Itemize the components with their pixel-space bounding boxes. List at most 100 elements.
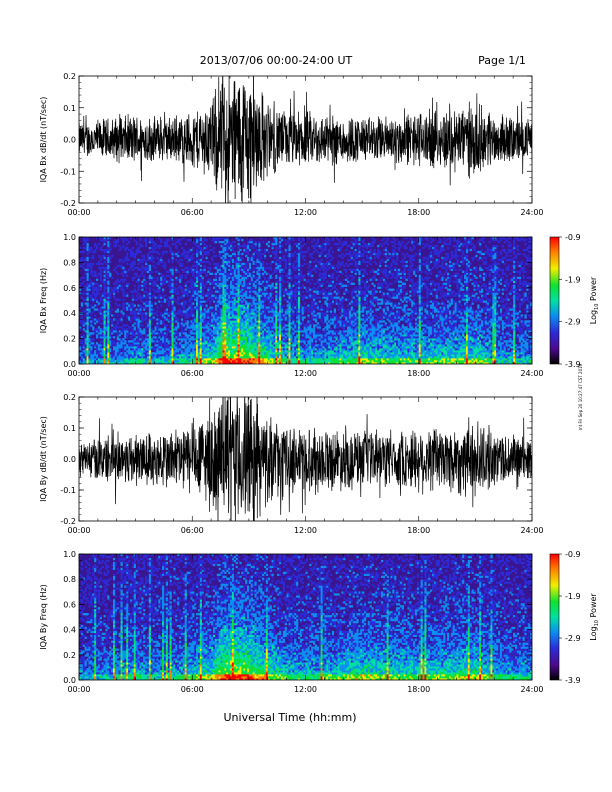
spectro-cell: [118, 330, 121, 333]
spectro-cell: [186, 324, 189, 327]
spectro-cell: [294, 242, 297, 246]
spectro-cell: [109, 360, 112, 363]
spectro-cell: [203, 340, 206, 343]
spectro-cell: [175, 362, 178, 364]
spectro-cell: [239, 316, 242, 319]
spectro-cell: [220, 316, 223, 319]
spectro-cell: [167, 280, 170, 283]
spectro-cell: [112, 354, 116, 357]
spectro-cell: [303, 324, 306, 327]
spectro-cell: [231, 350, 235, 353]
spectro-cell: [148, 320, 152, 323]
spectro-cell: [288, 264, 291, 268]
spectro-cell: [162, 328, 165, 331]
spectro-cell: [137, 248, 140, 252]
spectro-cell: [92, 318, 95, 321]
spectro-cell: [220, 296, 223, 299]
spectro-cell: [239, 346, 242, 349]
spectro-cell: [296, 276, 299, 279]
spectro-cell: [124, 324, 127, 327]
spectro-cell: [222, 320, 225, 323]
spectro-cell: [279, 294, 282, 297]
spectro-cell: [116, 342, 119, 345]
spectro-cell: [126, 262, 129, 266]
spectro-cell: [186, 348, 189, 351]
spectro-cell: [203, 348, 206, 351]
spectro-cell: [260, 328, 263, 331]
spectro-cell: [99, 266, 102, 270]
spectro-cell: [296, 350, 299, 353]
spectro-cell: [141, 316, 144, 319]
spectro-cell: [243, 362, 246, 364]
spectro-cell: [190, 362, 193, 364]
spectro-cell: [288, 316, 291, 319]
spectro-cell: [135, 250, 138, 254]
spectro-cell: [288, 308, 291, 311]
spectro-cell: [99, 296, 102, 299]
spectro-cell: [150, 250, 153, 254]
spectro-cell: [201, 300, 204, 303]
spectro-cell: [194, 346, 197, 349]
spectro-cell: [301, 306, 304, 309]
spectro-cell: [88, 350, 91, 353]
spectro-cell: [222, 254, 225, 258]
spectro-cell: [139, 320, 142, 323]
spectro-cell: [167, 352, 170, 355]
spectro-cell: [258, 324, 261, 327]
spectro-cell: [128, 332, 131, 335]
spectro-cell: [230, 266, 233, 270]
spectro-cell: [262, 332, 265, 335]
spectro-cell: [297, 320, 301, 323]
spectro-cell: [167, 346, 170, 349]
spectro-cell: [214, 336, 218, 339]
spectro-cell: [196, 358, 199, 361]
spectro-cell: [99, 286, 102, 289]
spectro-cell: [214, 358, 218, 361]
spectro-cell: [279, 322, 282, 325]
spectro-cell: [211, 290, 214, 293]
spectro-cell: [248, 328, 252, 331]
spectro-cell: [116, 264, 119, 268]
spectro-cell: [250, 310, 253, 313]
spectro-cell: [186, 252, 189, 256]
spectro-cell: [103, 254, 106, 258]
spectro-cell: [288, 340, 291, 343]
spectro-cell: [122, 328, 125, 331]
spectro-cell: [175, 326, 178, 329]
spectro-cell: [213, 326, 216, 329]
spectro-cell: [109, 334, 112, 337]
spectro-cell: [129, 336, 133, 339]
spectro-cell: [180, 310, 184, 313]
spectro-cell: [228, 312, 231, 315]
spectro-cell: [273, 334, 276, 337]
spectro-cell: [294, 336, 297, 339]
spectro-cell: [182, 254, 185, 258]
spectro-cell: [299, 338, 303, 341]
spectro-cell: [296, 362, 299, 364]
spectro-cell: [231, 348, 235, 351]
spectro-cell: [226, 358, 229, 361]
spectro-cell: [205, 292, 208, 295]
spectro-cell: [288, 284, 291, 287]
spectro-cell: [111, 358, 114, 361]
spectro-cell: [120, 346, 123, 349]
spectro-cell: [133, 352, 136, 355]
spectro-cell: [160, 356, 163, 359]
spectro-cell: [286, 237, 289, 240]
spectro-cell: [92, 262, 95, 266]
spectro-cell: [296, 330, 299, 333]
spectro-cell: [305, 356, 308, 359]
spectro-cell: [137, 348, 140, 351]
spectro-cell: [214, 308, 218, 311]
spectro-cell: [139, 238, 142, 242]
spectro-cell: [256, 338, 259, 341]
spectro-cell: [135, 242, 138, 246]
spectro-cell: [271, 356, 274, 359]
spectro-cell: [235, 286, 238, 289]
spectro-cell: [167, 350, 170, 353]
spectro-cell: [224, 348, 227, 351]
spectro-cell: [231, 358, 235, 361]
spectro-cell: [286, 358, 289, 361]
spectro-cell: [284, 360, 287, 363]
spectro-cell: [252, 308, 255, 311]
